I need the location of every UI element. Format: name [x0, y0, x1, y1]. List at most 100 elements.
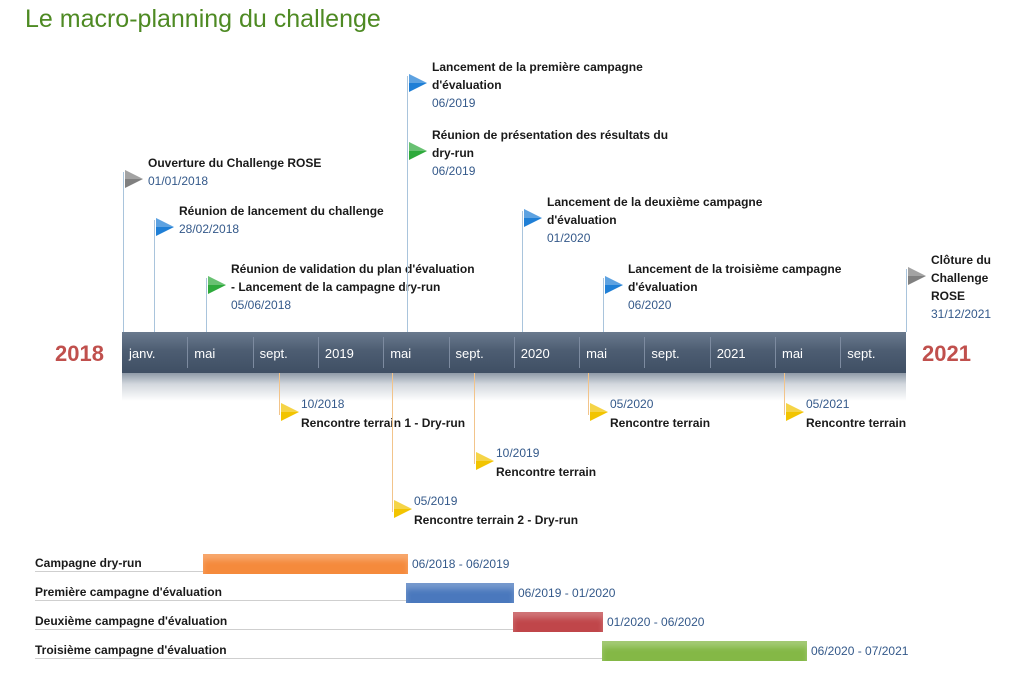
milestone-label: Clôture du [931, 253, 991, 267]
timeline-month-label: sept. [847, 346, 876, 361]
milestone-connector [784, 373, 785, 415]
milestone-label: Lancement de la deuxième campagne [547, 195, 763, 209]
milestone-date: 28/02/2018 [179, 222, 240, 236]
flag-icon [524, 209, 542, 227]
milestone-label: d'évaluation [432, 78, 502, 92]
milestone-label: Réunion de présentation des résultats du [432, 128, 669, 142]
timeline-month-label: mai [390, 346, 412, 361]
milestone-connector [603, 278, 604, 332]
page-title: Le macro-planning du challenge [25, 5, 381, 33]
milestone-label: Réunion de lancement du challenge [179, 204, 384, 218]
timeline-month-label: janv. [129, 346, 156, 361]
campaign-dates: 06/2019 - 01/2020 [518, 586, 616, 600]
timeline-tick [513, 337, 515, 368]
milestone-date: 05/2021 [806, 397, 850, 411]
timeline-month-label: mai [194, 346, 216, 361]
milestone-connector [588, 373, 589, 415]
milestone-date: 06/2020 [628, 298, 672, 312]
milestone-label: Rencontre terrain [496, 465, 597, 479]
milestone-label: Challenge [931, 271, 989, 285]
milestone-connector [279, 373, 280, 415]
milestone-label: Rencontre terrain [806, 416, 907, 430]
timeline-tick [775, 337, 776, 368]
milestone-connector [206, 278, 207, 332]
timeline-start-year: 2018 [55, 341, 104, 366]
campaign-row-line [35, 571, 203, 572]
flag-icon [156, 218, 174, 236]
milestone-date: 06/2019 [432, 164, 476, 178]
milestone-label: Rencontre terrain 1 - Dry-run [301, 416, 466, 430]
milestone-date: 05/2019 [414, 494, 458, 508]
timeline-month-label: mai [586, 346, 608, 361]
timeline-month-label: sept. [455, 346, 484, 361]
flag-icon [476, 452, 494, 470]
flag-icon [605, 276, 623, 294]
timeline-month-label: sept. [259, 346, 288, 361]
timeline-tick [383, 337, 385, 368]
campaign-label: Deuxième campagne d'évaluation [35, 614, 228, 628]
milestone-label: d'évaluation [628, 280, 698, 294]
timeline-tick [579, 337, 581, 368]
timeline-month-label: 2020 [520, 346, 550, 361]
milestone-label: Rencontre terrain 2 - Dry-run [414, 513, 579, 527]
timeline-tick [187, 337, 189, 368]
milestone-connector [474, 373, 475, 464]
campaign-label: Troisième campagne d'évaluation [35, 643, 227, 657]
timeline-tick [709, 337, 711, 368]
milestone-connector [154, 220, 155, 332]
milestone-label: Ouverture du Challenge ROSE [148, 156, 322, 170]
milestone-date: 01/2020 [547, 231, 591, 245]
milestone-date: 31/12/2021 [931, 307, 992, 321]
timeline-end-year: 2021 [922, 341, 971, 366]
milestone-date: 05/2020 [610, 397, 654, 411]
milestone-label: ROSE [931, 289, 966, 303]
milestone-connector [906, 269, 907, 332]
campaign-label: Campagne dry-run [35, 556, 142, 570]
milestone-date: 10/2018 [301, 397, 345, 411]
milestone-label: Lancement de la première campagne [432, 60, 643, 74]
milestone-label: dry-run [432, 146, 474, 160]
campaign-bar [203, 554, 408, 574]
milestone-date: 10/2019 [496, 446, 540, 460]
timeline-tick [644, 337, 646, 368]
timeline-tick [840, 337, 842, 368]
milestone-date: 01/01/2018 [148, 174, 209, 188]
timeline-band-shadow [122, 373, 906, 401]
milestone-connector [407, 144, 408, 332]
milestone-label: d'évaluation [547, 213, 617, 227]
milestone-label: Réunion de validation du plan d'évaluati… [231, 262, 475, 276]
campaign-row-line [35, 658, 602, 659]
milestone-label: - Lancement de la campagne dry-run [231, 280, 441, 294]
campaign-row-line [35, 600, 406, 601]
flag-icon [409, 142, 427, 160]
campaign-bar [406, 583, 514, 603]
timeline-month-label: sept. [651, 346, 680, 361]
timeline-month-label: mai [782, 346, 803, 361]
timeline-month-label: 2019 [324, 346, 354, 361]
milestone-connector [392, 373, 393, 512]
flag-icon [786, 403, 804, 421]
flag-icon [590, 403, 608, 421]
flag-icon [208, 276, 226, 294]
campaign-bar [602, 641, 807, 661]
campaign-dates: 06/2020 - 07/2021 [811, 644, 909, 658]
flag-icon [409, 74, 427, 92]
campaign-bar [513, 612, 603, 632]
milestone-label: Rencontre terrain [610, 416, 711, 430]
milestone-date: 06/2019 [432, 96, 476, 110]
campaign-dates: 06/2018 - 06/2019 [412, 557, 510, 571]
milestone-connector [522, 211, 523, 332]
timeline-tick [317, 337, 319, 368]
flag-icon [394, 500, 412, 518]
flag-icon [125, 170, 143, 188]
campaign-dates: 01/2020 - 06/2020 [607, 615, 705, 629]
milestone-date: 05/06/2018 [231, 298, 292, 312]
campaign-row-line [35, 629, 513, 630]
campaign-label: Première campagne d'évaluation [35, 585, 222, 599]
timeline-tick [252, 337, 254, 368]
flag-icon [281, 403, 299, 421]
timeline-tick [448, 337, 450, 368]
milestone-connector [123, 172, 124, 332]
milestone-label: Lancement de la troisième campagne [628, 262, 842, 276]
